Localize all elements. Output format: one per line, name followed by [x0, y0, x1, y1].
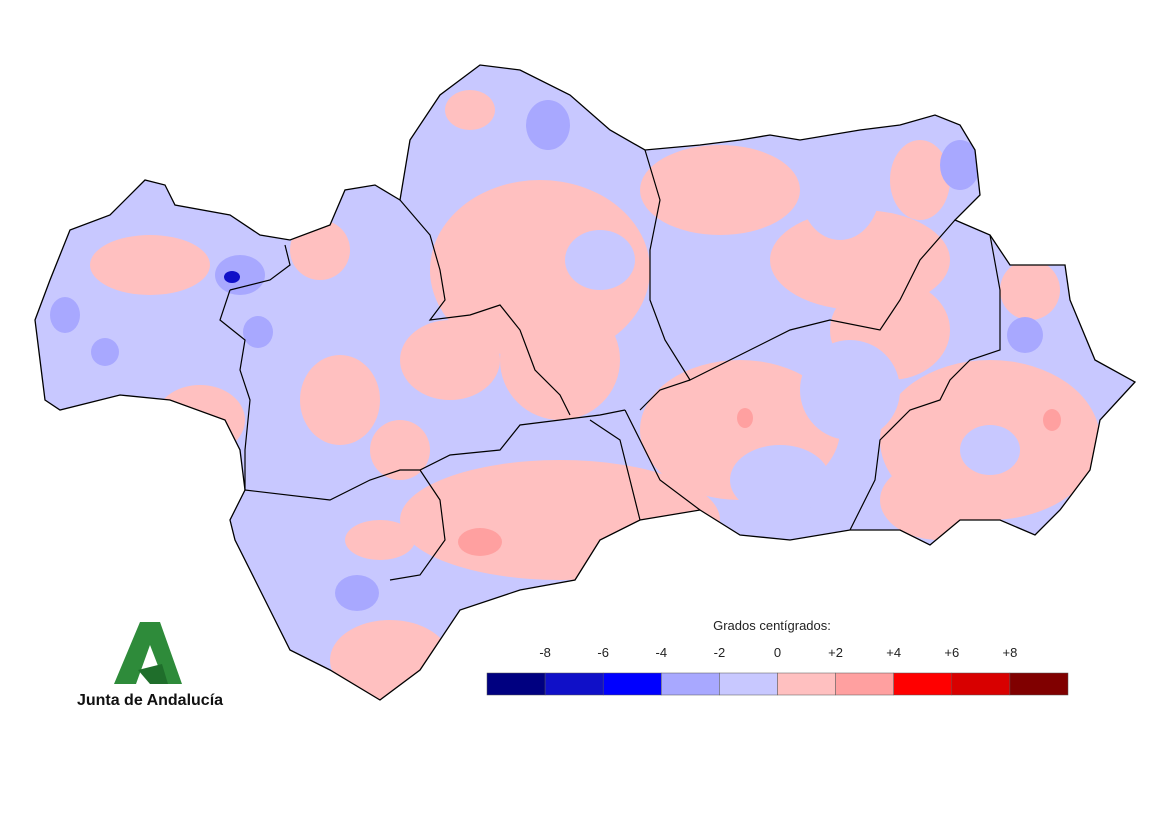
legend-tick-label: -2	[714, 645, 726, 660]
legend-tick-label: 0	[774, 645, 781, 660]
logo-mark	[114, 622, 182, 684]
legend-swatch	[486, 672, 546, 696]
legend-tick-label: -8	[539, 645, 551, 660]
legend-swatch	[777, 672, 836, 696]
legend-swatch	[719, 672, 778, 696]
legend-swatch	[1009, 672, 1069, 696]
legend-swatch	[544, 672, 604, 696]
legend-tick-label: -6	[597, 645, 609, 660]
legend-swatch	[602, 672, 662, 696]
legend-tick-label: +2	[828, 645, 843, 660]
legend-tick-label: +6	[944, 645, 959, 660]
legend-title: Grados centígrados:	[713, 618, 831, 633]
legend-swatch	[893, 672, 953, 696]
legend-tick-label: -4	[656, 645, 668, 660]
logo: Junta de Andalucía	[77, 622, 223, 709]
legend-swatch	[661, 672, 720, 696]
logo-mark-accent	[138, 664, 168, 684]
legend-swatch	[835, 672, 894, 696]
logo-text: Junta de Andalucía	[77, 692, 223, 709]
legend-tick-label: +4	[886, 645, 901, 660]
legend-swatch	[951, 672, 1011, 696]
legend: Grados centígrados: -8 -6 -4 -2 0 +2 +4 +6 +8	[486, 618, 1069, 696]
legend-tick-label: +8	[1002, 645, 1017, 660]
